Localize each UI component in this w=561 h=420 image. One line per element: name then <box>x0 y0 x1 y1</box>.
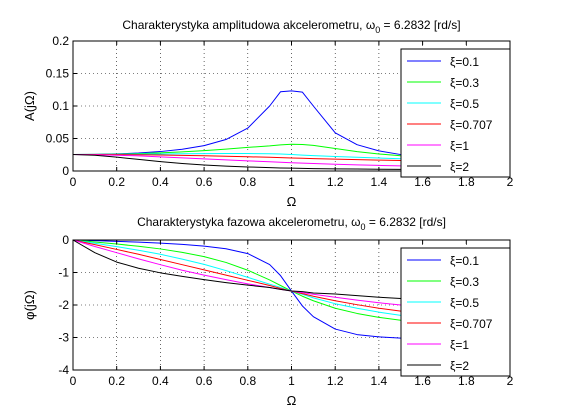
phase-legend-box <box>400 247 511 377</box>
phase-title: Charakterystyka fazowa akcelerometru, ω0… <box>137 215 446 232</box>
amplitude-legend-label-5: ξ=1 <box>450 139 469 153</box>
amplitude-xlabel: Ω <box>287 194 297 209</box>
amplitude-xtick-label: 0.6 <box>196 175 213 189</box>
phase-ylabel: φ(jΩ) <box>22 290 37 320</box>
phase-legend-label-6: ξ=2 <box>450 359 469 373</box>
phase-legend-label-1: ξ=0.1 <box>450 254 479 268</box>
phase-xtick-label: 1.4 <box>371 374 388 388</box>
amplitude-xtick-label: 1.2 <box>327 175 344 189</box>
amplitude-legend-label-3: ξ=0.5 <box>450 97 479 111</box>
phase-ytick-label: -3 <box>58 331 69 345</box>
phase-ytick-label: 0 <box>62 233 69 247</box>
phase-ytick-label: -2 <box>58 298 69 312</box>
amplitude-legend-label-4: ξ=0.707 <box>450 118 493 132</box>
phase-ytick-label: -4 <box>58 363 69 377</box>
amplitude-legend: ξ=0.1 ξ=0.3 ξ=0.5 ξ=0.707 ξ=1 ξ=2 <box>400 48 511 178</box>
phase-chart: 0 0.2 0.4 0.6 0.8 1 1.2 1.4 1.6 1.8 2 -4 -3 -2 -1 0 Cha… <box>22 215 514 408</box>
phase-xtick-label: 0.6 <box>196 374 213 388</box>
phase-ytick-label: -1 <box>58 266 69 280</box>
phase-xtick-label: 0 <box>70 374 77 388</box>
amplitude-xtick-label: 1 <box>288 175 295 189</box>
phase-legend-label-2: ξ=0.3 <box>450 275 479 289</box>
amplitude-ytick-label: 0.05 <box>46 132 70 146</box>
amplitude-xtick-label: 0.8 <box>239 175 256 189</box>
phase-xtick-label: 0.2 <box>108 374 125 388</box>
amplitude-xtick-label: 1.4 <box>371 175 388 189</box>
phase-xtick-label: 1 <box>288 374 295 388</box>
phase-legend-label-4: ξ=0.707 <box>450 317 493 331</box>
amplitude-legend-label-1: ξ=0.1 <box>450 55 479 69</box>
amplitude-xtick-label: 0 <box>70 175 77 189</box>
amplitude-ylabel: A(jΩ) <box>22 91 37 121</box>
amplitude-legend-label-6: ξ=2 <box>450 160 469 174</box>
phase-xtick-label: 0.8 <box>239 374 256 388</box>
phase-legend: ξ=0.1 ξ=0.3 ξ=0.5 ξ=0.707 ξ=1 ξ=2 <box>400 247 511 377</box>
phase-xtick-label: 1.8 <box>458 374 475 388</box>
amplitude-chart: 0 0.2 0.4 0.6 0.8 1 1.2 1.4 1.6 1.8 2 0 0.05 0.1 0.15 0… <box>22 18 514 209</box>
phase-xtick-label: 1.2 <box>327 374 344 388</box>
amplitude-ticks: 0 0.2 0.4 0.6 0.8 1 1.2 1.4 1.6 1.8 2 0 0.05 0.1 0.15 0… <box>46 34 514 189</box>
phase-xtick-label: 1.6 <box>414 374 431 388</box>
amplitude-xtick-label: 1.8 <box>458 175 475 189</box>
phase-legend-label-3: ξ=0.5 <box>450 296 479 310</box>
phase-xtick-label: 0.4 <box>152 374 169 388</box>
amplitude-legend-box <box>400 48 511 178</box>
amplitude-xtick-label: 2 <box>507 175 514 189</box>
amplitude-ytick-label: 0.2 <box>52 34 69 48</box>
amplitude-xtick-label: 0.4 <box>152 175 169 189</box>
phase-xlabel: Ω <box>287 393 297 408</box>
amplitude-xtick-label: 1.6 <box>414 175 431 189</box>
amplitude-xtick-label: 0.2 <box>108 175 125 189</box>
amplitude-ytick-label: 0 <box>62 164 69 178</box>
amplitude-ytick-label: 0.15 <box>46 67 70 81</box>
amplitude-title: Charakterystyka amplitudowa akcelerometr… <box>122 18 460 35</box>
phase-xtick-label: 2 <box>507 374 514 388</box>
phase-legend-label-5: ξ=1 <box>450 338 469 352</box>
amplitude-ytick-label: 0.1 <box>52 99 69 113</box>
amplitude-legend-label-2: ξ=0.3 <box>450 76 479 90</box>
